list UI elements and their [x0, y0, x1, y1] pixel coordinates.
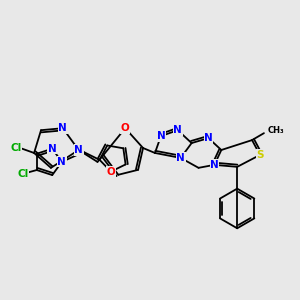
- Text: N: N: [157, 131, 165, 141]
- Text: N: N: [48, 144, 57, 154]
- Text: S: S: [256, 150, 264, 160]
- Text: N: N: [58, 123, 67, 133]
- Text: N: N: [173, 125, 182, 135]
- Text: Cl: Cl: [11, 143, 22, 153]
- Text: N: N: [57, 157, 66, 167]
- Text: Cl: Cl: [17, 169, 28, 179]
- Text: O: O: [121, 123, 130, 133]
- Text: N: N: [210, 160, 219, 170]
- Text: N: N: [204, 133, 213, 143]
- Text: N: N: [176, 153, 185, 163]
- Text: O: O: [106, 167, 115, 177]
- Text: N: N: [74, 145, 83, 155]
- Text: CH₃: CH₃: [268, 126, 284, 135]
